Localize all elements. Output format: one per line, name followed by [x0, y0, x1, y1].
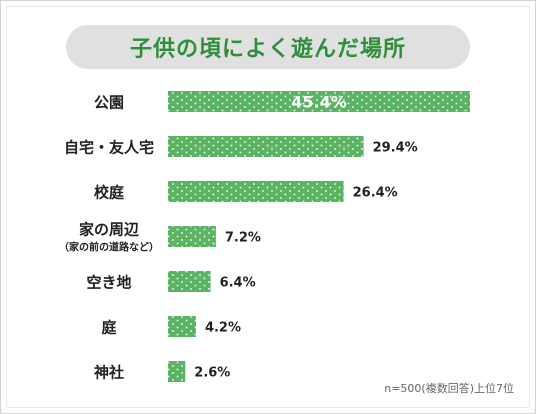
value-label-0: 45.4%	[291, 93, 347, 112]
chart-panel	[6, 6, 530, 408]
value-label-6: 2.6%	[194, 366, 230, 381]
value-label-1: 29.4%	[373, 141, 418, 156]
bar-3	[168, 226, 216, 247]
chart-title: 子供の頃によく遊んだ場所	[66, 25, 470, 69]
bar-0	[168, 91, 470, 112]
value-label-2: 26.4%	[353, 186, 398, 201]
category-label-0: 公園	[94, 94, 124, 112]
bar-2	[168, 181, 344, 202]
bar-6	[168, 361, 186, 382]
bars-layer: 公園 45.4% 自宅・友人宅 29.4% 校庭 26.4% 家の周辺 （家の前の道路など） 7…	[59, 91, 470, 382]
value-label-5: 4.2%	[205, 321, 241, 336]
category-label-3: 家の周辺	[79, 221, 140, 239]
bar-1	[168, 136, 364, 157]
category-label-4: 空き地	[86, 274, 131, 292]
value-label-4: 6.4%	[220, 276, 256, 291]
category-sublabel-3: （家の前の道路など）	[59, 241, 159, 254]
category-label-5: 庭	[101, 319, 117, 337]
chart-footnote: n=500(複数回答)上位7位	[384, 382, 514, 395]
value-label-3: 7.2%	[225, 231, 261, 246]
category-label-2: 校庭	[94, 184, 125, 202]
bar-5	[168, 316, 196, 337]
category-label-6: 神社	[94, 364, 124, 382]
bar-4	[168, 271, 211, 292]
category-label-1: 自宅・友人宅	[64, 139, 154, 157]
